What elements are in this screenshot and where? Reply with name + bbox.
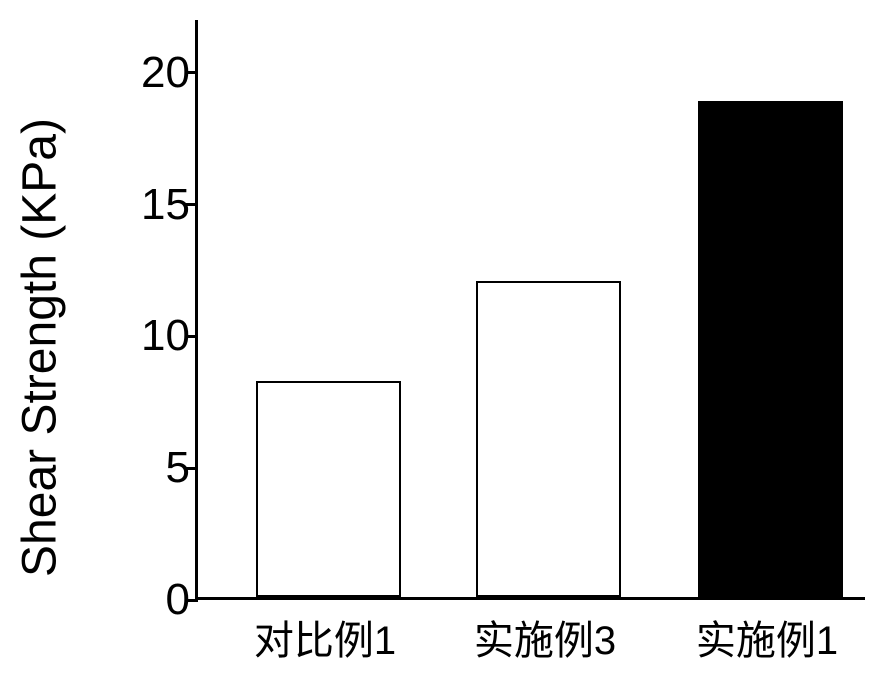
bar xyxy=(698,101,843,597)
bar-chart: Shear Strength (KPa) 05101520对比例1实施例3实施例… xyxy=(55,20,875,670)
y-axis-label: Shear Strength (KPa) xyxy=(13,118,68,577)
bar xyxy=(256,381,401,597)
x-tick-label: 对比例1 xyxy=(254,608,396,666)
x-tick-label: 实施例1 xyxy=(696,608,838,666)
y-tick-label: 10 xyxy=(141,311,190,361)
y-tick-label: 0 xyxy=(166,575,190,625)
y-tick-label: 15 xyxy=(141,180,190,230)
y-tick-label: 20 xyxy=(141,48,190,98)
y-tick-label: 5 xyxy=(166,443,190,493)
bar xyxy=(476,281,621,597)
plot-area xyxy=(195,20,865,600)
x-tick-label: 实施例3 xyxy=(474,608,616,666)
